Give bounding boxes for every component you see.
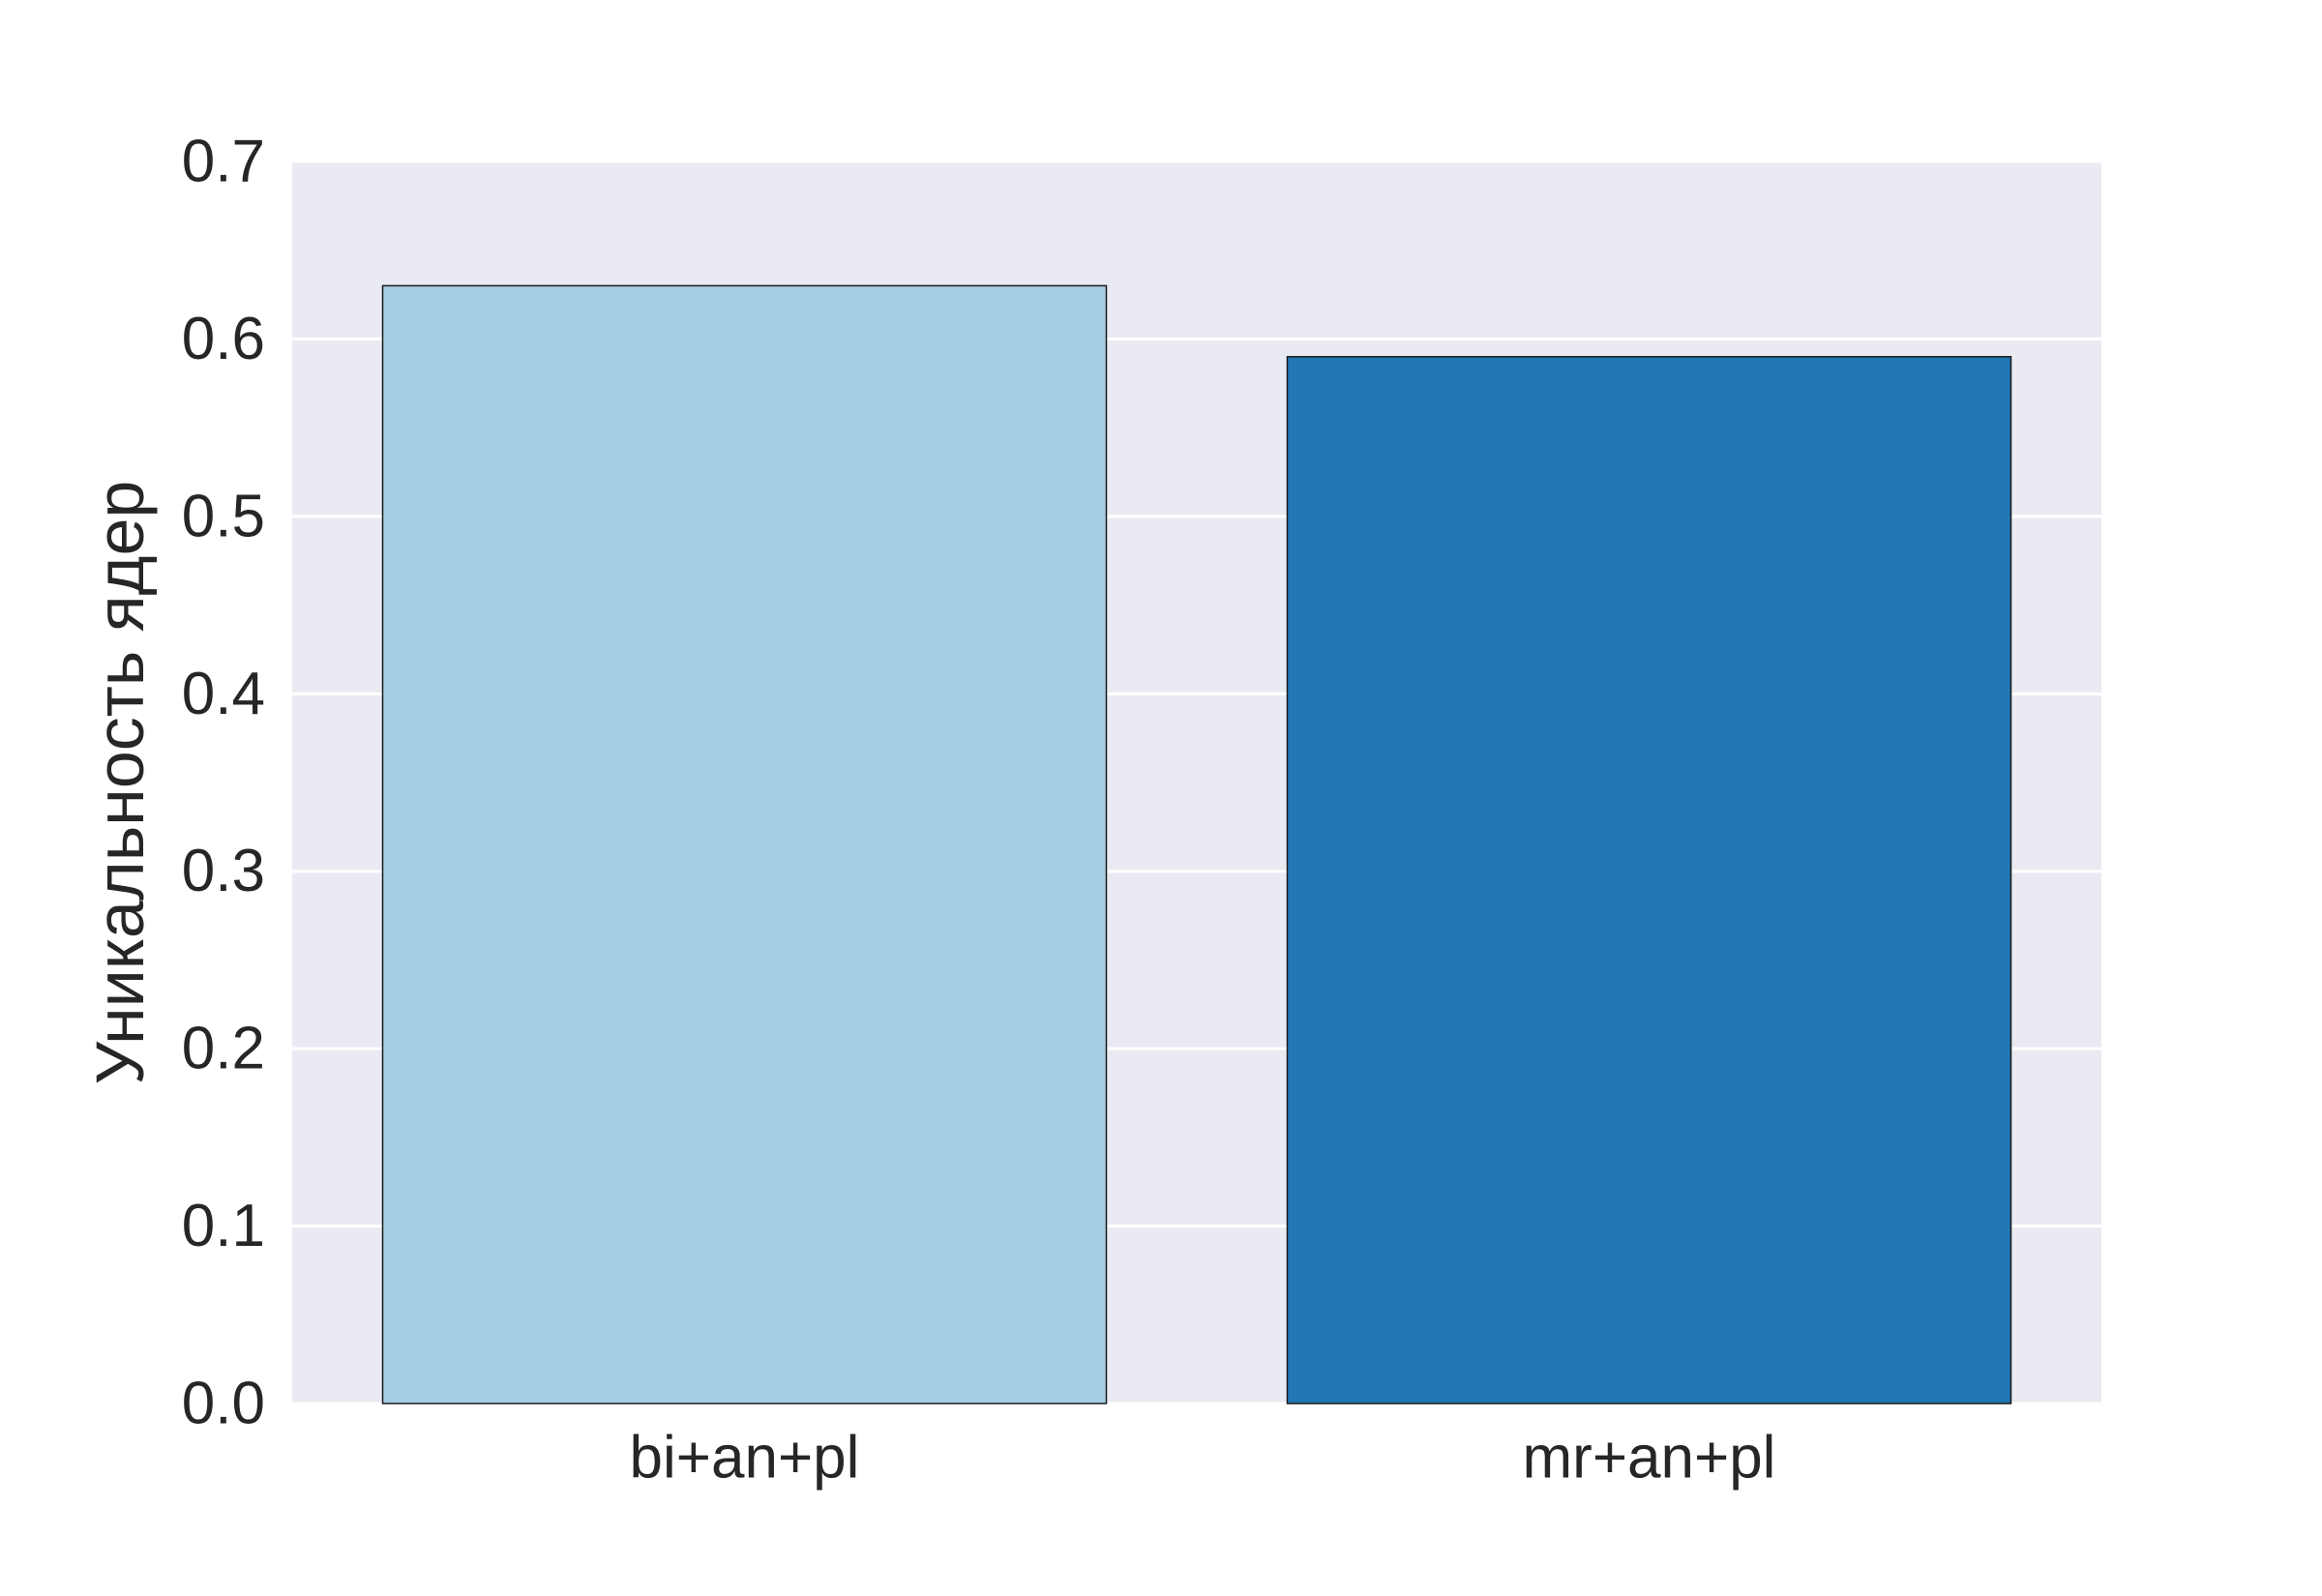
- y-axis-label: Уникальность ядер: [82, 481, 158, 1085]
- y-tick-label: 0.0: [182, 1371, 265, 1437]
- bar-bi+an+pl: [381, 284, 1108, 1404]
- x-tick-label: mr+an+pl: [1523, 1425, 1776, 1492]
- y-tick-label: 0.6: [182, 306, 265, 372]
- y-tick-label: 0.5: [182, 483, 265, 549]
- y-tick-label: 0.2: [182, 1016, 265, 1082]
- y-axis-ticks: 0.0 0.1 0.2 0.3 0.4 0.5 0.6 0.7: [182, 129, 265, 1437]
- y-tick-label: 0.4: [182, 661, 265, 727]
- bar-mr+an+pl: [1286, 356, 2012, 1404]
- y-tick-label: 0.3: [182, 838, 265, 904]
- x-tick-label: bi+an+pl: [630, 1425, 860, 1492]
- x-axis-ticks: bi+an+pl mr+an+pl: [630, 1425, 1776, 1492]
- bars: [381, 284, 2012, 1404]
- y-tick-label: 0.7: [182, 129, 265, 195]
- y-tick-label: 0.1: [182, 1193, 265, 1259]
